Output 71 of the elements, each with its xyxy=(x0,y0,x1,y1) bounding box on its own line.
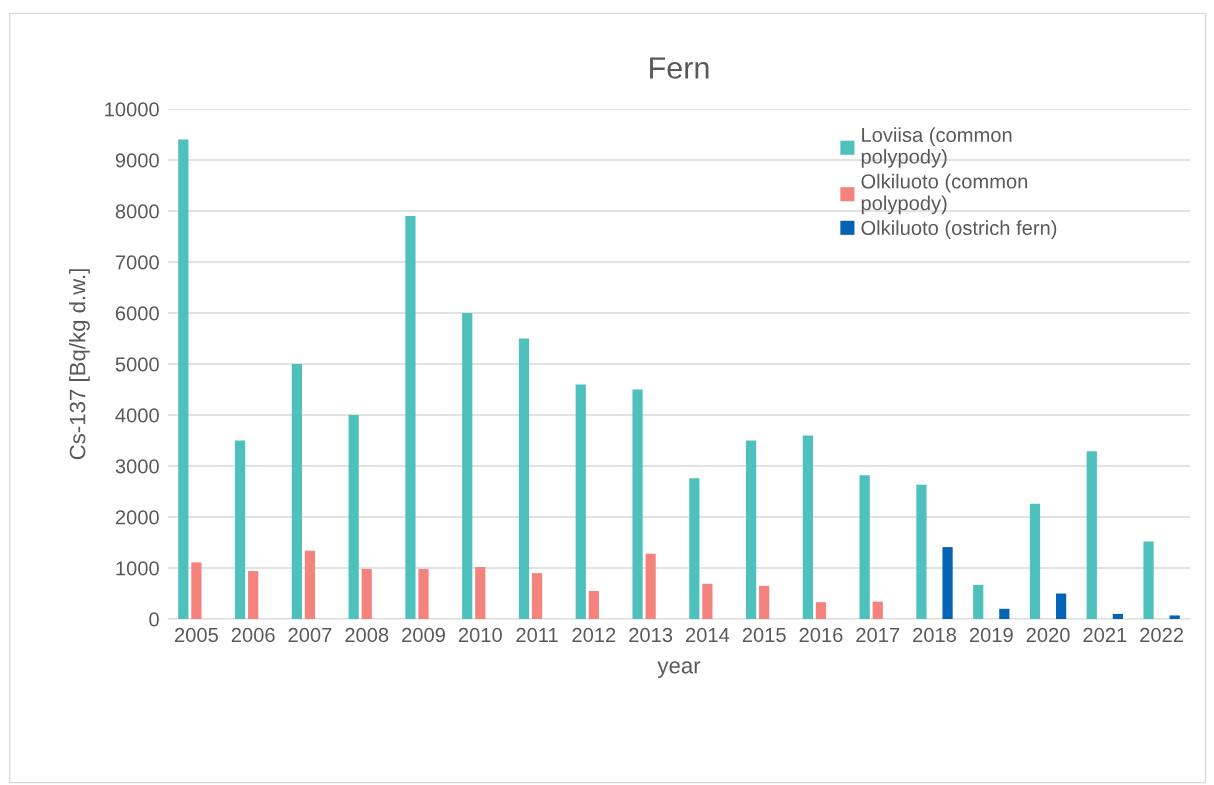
x-tick-label: 2015 xyxy=(742,627,786,643)
y-axis-title: Cs-137 [Bq/kg d.w.] xyxy=(69,269,90,460)
bar xyxy=(645,553,656,619)
bar xyxy=(802,435,813,619)
legend-label: Loviisa (common polypody) xyxy=(861,127,1012,168)
x-tick-label: 2018 xyxy=(913,627,957,643)
bar xyxy=(291,364,302,619)
bar xyxy=(759,585,770,619)
bar xyxy=(1143,541,1154,619)
x-tick-label: 2020 xyxy=(1026,627,1070,643)
bar xyxy=(361,569,372,619)
bar xyxy=(1112,613,1123,619)
x-tick-label: 2011 xyxy=(516,627,558,643)
bar xyxy=(418,569,429,619)
bar xyxy=(191,562,202,619)
x-axis-title: year xyxy=(657,661,701,678)
x-tick-label: 2007 xyxy=(288,627,332,643)
x-tick-label: 2012 xyxy=(572,627,616,643)
x-tick-label: 2017 xyxy=(856,627,900,643)
bar xyxy=(702,583,713,619)
x-tick-label: 2010 xyxy=(458,627,502,643)
bar xyxy=(815,602,827,619)
bar xyxy=(348,415,359,619)
bar xyxy=(1056,593,1067,619)
y-tick-label: 1000 xyxy=(116,561,159,576)
y-tick-label: 6000 xyxy=(115,306,159,321)
y-tick-label: 0 xyxy=(149,612,159,627)
bar xyxy=(916,484,927,619)
y-tick-label: 10000 xyxy=(105,102,159,117)
y-tick-label: 2000 xyxy=(115,510,159,525)
x-tick-label: 2022 xyxy=(1140,627,1183,643)
bar xyxy=(1169,615,1180,619)
x-tick-label: 2019 xyxy=(969,627,1013,643)
x-tick-label: 2005 xyxy=(175,627,218,643)
y-tick-label: 7000 xyxy=(115,255,159,270)
bar xyxy=(689,478,700,619)
x-tick-label: 2021 xyxy=(1083,627,1127,643)
bar xyxy=(588,590,599,619)
bar xyxy=(475,566,486,619)
x-tick-label: 2016 xyxy=(799,627,843,643)
y-tick-label: 8000 xyxy=(115,204,159,219)
y-tick-label: 4000 xyxy=(115,408,159,423)
bar xyxy=(462,313,473,619)
x-tick-label: 2008 xyxy=(345,627,389,643)
legend-label: Olkiluoto (ostrich fern) xyxy=(861,220,1057,240)
bar xyxy=(248,571,259,619)
y-tick-label: 3000 xyxy=(115,459,159,474)
y-tick-label: 9000 xyxy=(115,153,159,168)
x-tick-label: 2014 xyxy=(686,627,730,643)
bar xyxy=(235,440,246,619)
bar xyxy=(405,216,416,619)
bar xyxy=(942,547,953,619)
bar xyxy=(859,475,870,619)
y-tick-label: 5000 xyxy=(115,357,159,372)
chart-title: Fern xyxy=(650,57,709,79)
bar xyxy=(178,139,189,619)
x-tick-label: 2013 xyxy=(629,627,673,643)
bar xyxy=(304,550,316,619)
bar xyxy=(632,389,643,619)
bar xyxy=(973,584,984,619)
bar xyxy=(531,573,543,619)
bar xyxy=(872,601,883,619)
legend-label: Olkiluoto (common polypody) xyxy=(861,173,1028,215)
x-tick-label: 2009 xyxy=(402,627,445,643)
bar xyxy=(575,384,586,619)
bar xyxy=(746,440,757,619)
x-tick-label: 2006 xyxy=(231,627,275,643)
bar xyxy=(1029,503,1041,619)
bar xyxy=(999,608,1010,619)
bar xyxy=(1086,451,1097,619)
bar xyxy=(518,338,530,619)
